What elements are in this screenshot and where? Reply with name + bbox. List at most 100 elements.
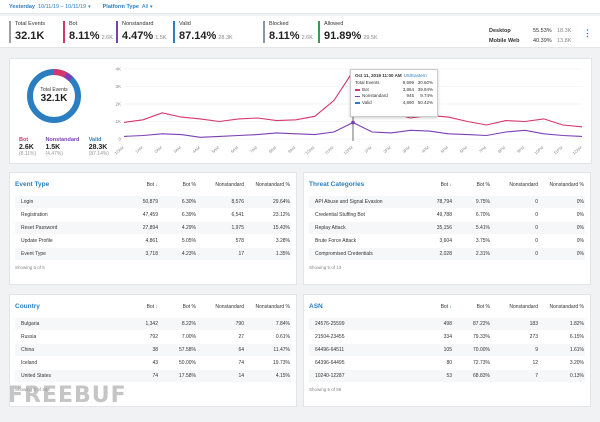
row-value: 64 xyxy=(238,347,244,353)
table-title: Threat Categories xyxy=(309,181,365,188)
table-row[interactable]: United States 74 17.58% 14 4.15% xyxy=(15,370,291,382)
table-row[interactable]: 64496-64511 105 70.00% 9 1.61% xyxy=(309,344,585,356)
table-row[interactable]: Update Profile 4,861 5.05% 578 3.28% xyxy=(15,235,291,247)
table-row[interactable]: Login 50,879 6.30% 8,576 29.64% xyxy=(15,196,291,208)
table-row[interactable]: Iceland 43 50.00% 74 19.73% xyxy=(15,357,291,369)
platform-type-chevron-down-icon[interactable]: ▾ xyxy=(150,3,153,10)
column-header-nonstandard[interactable]: Nonstandard xyxy=(509,304,538,310)
row-label: 21504-23455 xyxy=(315,334,345,340)
table-row[interactable]: API Abuse and Signal Evasion 78,794 9.75% 0… xyxy=(309,196,585,208)
row-value: 6.30% xyxy=(181,199,196,205)
row-value: 9.75% xyxy=(475,199,490,205)
x-tick-label: 10PM xyxy=(533,145,544,156)
x-tick-label: 12AM xyxy=(113,145,124,156)
platform-type-value[interactable]: All xyxy=(141,3,149,10)
row-value: 578 xyxy=(235,238,244,244)
stat-value: 91.89% 29.5K xyxy=(324,30,378,42)
row-value: 7.84% xyxy=(275,321,290,327)
table-row[interactable]: Russia 792 7.00% 27 0.61% xyxy=(15,331,291,343)
column-header-bot[interactable]: Bot % xyxy=(476,182,490,188)
stat-title: Total Events xyxy=(15,21,45,27)
table-row[interactable]: Compromised Credentials 2,028 2.31% 0 0% xyxy=(309,248,585,260)
table-row[interactable]: Event Type 3,718 4.23% 17 1.35% xyxy=(15,248,291,260)
row-label: Login xyxy=(21,199,34,205)
row-value: 0.61% xyxy=(275,334,290,340)
more-options-icon[interactable]: ⋮ xyxy=(583,28,592,38)
row-value: 87.22% xyxy=(473,321,490,327)
date-range-label[interactable]: Yesterday xyxy=(9,3,35,10)
sort-desc-icon[interactable]: ↓ xyxy=(449,304,453,310)
events-line-chart[interactable]: 4K 3K 2K 1K 0 12AM 1AM 2AM 3AM 4AM 5AM 6AM 7AM 8AM 9AM… xyxy=(110,65,588,159)
donut-label: Total Events xyxy=(40,87,68,93)
table-row[interactable]: 21504-23455 334 79.33% 273 6.15% xyxy=(309,331,585,343)
legend-name: Valid xyxy=(88,137,102,143)
column-header-bot[interactable]: Bot ↓ xyxy=(146,182,159,188)
row-value: 0% xyxy=(576,238,584,244)
donut-value: 32.1K xyxy=(40,93,68,104)
column-header-nonstandard[interactable]: Nonstandard % xyxy=(549,182,584,188)
table-footer: Showing 5 of 244 xyxy=(15,387,50,392)
legend-name: Nonstandard xyxy=(45,137,80,143)
country-table-card: Country Bot ↓ Bot % Nonstandard Nonstandard … xyxy=(9,294,297,407)
row-label: Russia xyxy=(21,334,37,340)
row-label: Brute Force Attack xyxy=(315,238,357,244)
sort-desc-icon[interactable]: ↓ xyxy=(449,182,453,188)
table-row[interactable]: 24576-25599 498 87.22% 183 1.82% xyxy=(309,318,585,330)
table-row[interactable]: Reset Password 27,894 4.29% 1,975 15.43% xyxy=(15,222,291,234)
x-tick-label: 7PM xyxy=(478,145,488,154)
row-value: 6.15% xyxy=(569,334,584,340)
column-header-bot[interactable]: Bot ↓ xyxy=(440,304,453,310)
sort-desc-icon[interactable]: ↓ xyxy=(155,182,159,188)
y-tick-label: 3K xyxy=(115,84,121,89)
sort-desc-icon[interactable]: ↓ xyxy=(155,304,159,310)
table-row[interactable]: China 38 57.58% 64 11.47% xyxy=(15,344,291,356)
date-range-chevron-down-icon[interactable]: ▾ xyxy=(88,3,91,10)
device-pct: 55.53% xyxy=(533,28,552,34)
table-row[interactable]: Registration 47,459 6.39% 6,541 23.12% xyxy=(15,209,291,221)
table-row[interactable]: Brute Force Attack 3,604 3.75% 0 0% xyxy=(309,235,585,247)
column-header-nonstandard[interactable]: Nonstandard % xyxy=(549,304,584,310)
row-value: 0% xyxy=(576,225,584,231)
row-label: Reset Password xyxy=(21,225,58,231)
x-tick-label: 4AM xyxy=(191,145,201,154)
y-tick-label: 4K xyxy=(115,67,121,72)
x-tick-label: 5AM xyxy=(211,145,221,154)
stat-total-events: Total Events 32.1K xyxy=(9,21,45,43)
column-header-bot[interactable]: Bot % xyxy=(182,304,196,310)
events-chart-card: Total Events 32.1K Bot 2.6K (8.11%) Nons… xyxy=(9,58,592,164)
table-row[interactable]: 64396-64495 80 72.73% 12 3.20% xyxy=(309,357,585,369)
legend-valid: Valid 28.3K (87.14%) xyxy=(89,137,109,157)
platform-type-label[interactable]: Platform Type xyxy=(102,3,139,10)
date-range-value[interactable]: 10/11/19 – 10/11/19 xyxy=(38,3,87,10)
column-header-bot[interactable]: Bot ↓ xyxy=(146,304,159,310)
stat-count: 28.3K xyxy=(218,35,233,41)
column-header-nonstandard[interactable]: Nonstandard % xyxy=(255,182,290,188)
row-value: 273 xyxy=(529,334,538,340)
x-tick-label: 3PM xyxy=(401,145,411,154)
column-header-nonstandard[interactable]: Nonstandard xyxy=(215,304,244,310)
row-value: 79.33% xyxy=(473,334,490,340)
device-count: 13.8K xyxy=(557,38,572,44)
table-row[interactable]: Replay Attack 35,156 5.41% 0 0% xyxy=(309,222,585,234)
table-row[interactable]: 10240-12287 53 68.83% 7 0.13% xyxy=(309,370,585,382)
table-row[interactable]: Bulgaria 1,342 8.22% 790 7.84% xyxy=(15,318,291,330)
row-label: API Abuse and Signal Evasion xyxy=(315,199,383,205)
row-value: 7 xyxy=(535,373,538,379)
row-value: 1.61% xyxy=(569,347,584,353)
column-header-nonstandard[interactable]: Nonstandard xyxy=(509,182,538,188)
row-label: United States xyxy=(21,373,52,379)
stat-title: Nonstandard xyxy=(122,21,154,27)
row-value: 9 xyxy=(535,347,538,353)
column-header-nonstandard[interactable]: Nonstandard xyxy=(215,182,244,188)
row-value: 1,975 xyxy=(231,225,244,231)
column-header-bot[interactable]: Bot ↓ xyxy=(440,182,453,188)
column-header-bot[interactable]: Bot % xyxy=(182,182,196,188)
stat-title: Blocked xyxy=(269,21,289,27)
column-header-bot[interactable]: Bot % xyxy=(476,304,490,310)
tooltip-row: Nonstandard 945 9.74% xyxy=(355,93,433,100)
table-row[interactable]: Credential Stuffing Bot 49,788 6.70% 0 0% xyxy=(309,209,585,221)
row-value: 27 xyxy=(238,334,244,340)
legend-pct: (8.11%) xyxy=(19,151,37,157)
column-header-nonstandard[interactable]: Nonstandard % xyxy=(255,304,290,310)
x-tick-label: 2AM xyxy=(153,145,163,154)
